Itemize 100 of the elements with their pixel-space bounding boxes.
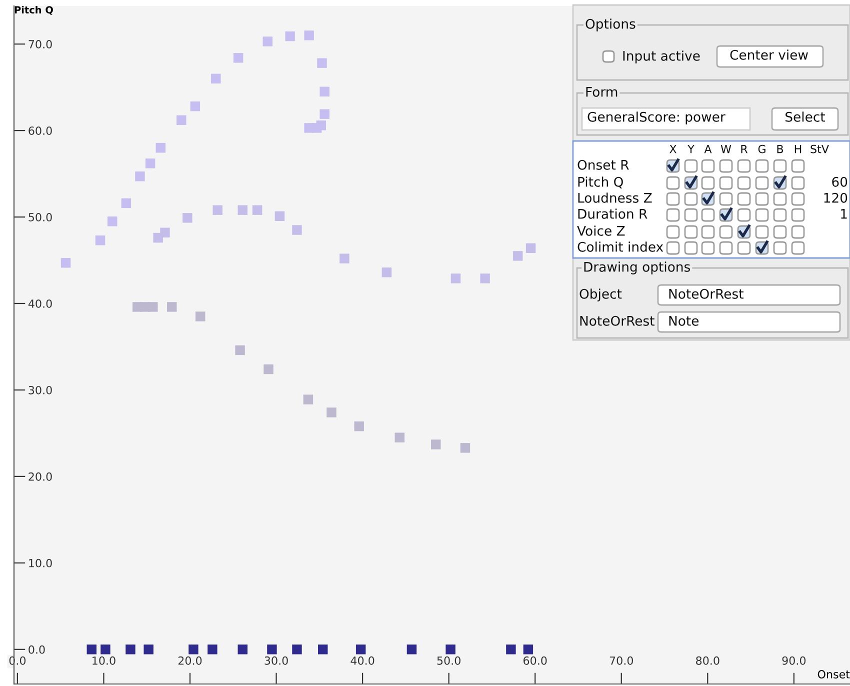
point — [356, 644, 366, 654]
annotation: NoteOrRest — [669, 288, 744, 299]
annotation: Y — [688, 144, 694, 154]
annotation: H — [794, 144, 802, 154]
point — [60, 258, 71, 268]
annotation: A — [704, 144, 712, 154]
point — [292, 225, 302, 235]
point — [121, 198, 132, 208]
point — [354, 421, 364, 432]
annotation: Duration R — [578, 208, 648, 219]
point — [95, 236, 106, 246]
point — [160, 228, 170, 238]
y-tick-label: 50.0 — [28, 212, 52, 222]
x-tick-label: 30.0 — [264, 656, 288, 665]
point — [167, 302, 177, 312]
x-tick-label: 10.0 — [92, 656, 116, 665]
point — [212, 205, 222, 215]
point — [406, 644, 417, 654]
point — [176, 115, 186, 126]
point — [86, 644, 97, 654]
point — [252, 205, 262, 215]
y-tick-label: 30.0 — [28, 386, 52, 394]
point — [506, 644, 516, 654]
x-tick-label: 20.0 — [178, 656, 202, 665]
x-tick-label: 90.0 — [782, 656, 806, 665]
point — [318, 644, 328, 654]
point — [303, 394, 314, 404]
point — [450, 274, 461, 284]
y-tick-label: 40.0 — [28, 299, 52, 308]
point — [267, 644, 277, 654]
point — [107, 216, 118, 226]
point — [480, 274, 490, 284]
point — [312, 123, 322, 133]
annotation: Form — [586, 87, 618, 97]
annotation: Center view — [730, 50, 808, 60]
y-tick-label: 10.0 — [29, 558, 52, 568]
point — [320, 86, 330, 96]
annotation: 120 — [824, 192, 848, 203]
point — [233, 53, 244, 63]
x-tick-label: 50.0 — [437, 656, 460, 665]
point — [195, 312, 206, 322]
annotation: B — [777, 144, 784, 154]
point — [317, 58, 327, 68]
annotation: 1 — [841, 209, 847, 219]
annotation: Select — [786, 112, 826, 122]
annotation: X — [670, 144, 676, 154]
point — [320, 109, 330, 119]
point — [238, 205, 248, 215]
y-tick-label: 20.0 — [28, 472, 52, 481]
point — [148, 302, 158, 312]
point — [382, 267, 392, 278]
x-tick-label: 80.0 — [696, 656, 720, 665]
point — [182, 213, 192, 223]
annotation: Drawing options — [584, 262, 690, 274]
point — [188, 644, 198, 654]
point — [262, 36, 273, 46]
x-tick-label: 60.0 — [524, 656, 547, 665]
y-tick-label: 70.0 — [28, 40, 52, 48]
point — [238, 644, 248, 654]
point — [211, 74, 221, 84]
annotation: Object — [580, 288, 622, 302]
y-tick-label: 60.0 — [28, 126, 52, 135]
point — [156, 142, 166, 153]
point — [135, 172, 145, 182]
point — [126, 644, 136, 654]
x-tick-label: 40.0 — [350, 656, 374, 665]
annotation: NoteOrRest — [580, 316, 654, 326]
x-axis-title: Onset — [818, 670, 850, 678]
point — [394, 432, 405, 442]
point — [190, 101, 200, 112]
x-tick-label: 70.0 — [610, 656, 634, 665]
annotation: Loudness Z — [578, 192, 652, 203]
point — [526, 243, 536, 254]
annotation: StV — [810, 144, 829, 154]
annotation: Input active — [623, 50, 700, 64]
point — [340, 254, 350, 264]
point — [144, 644, 154, 654]
point — [235, 345, 245, 356]
annotation: Note — [669, 316, 699, 326]
point — [285, 31, 295, 42]
point — [145, 158, 156, 168]
y-axis-title: Pitch Q — [14, 6, 53, 15]
annotation: Onset R — [578, 160, 629, 170]
point — [446, 644, 456, 654]
point — [274, 211, 285, 222]
annotation: G — [758, 144, 766, 154]
point — [208, 644, 218, 654]
annotation: Voice Z — [577, 226, 625, 236]
annotation: Colimit index — [578, 242, 664, 252]
annotation: GeneralScore: power — [588, 112, 726, 124]
annotation: Pitch Q — [578, 176, 623, 188]
y-tick-label: 0.0 — [28, 645, 45, 654]
point — [523, 644, 534, 654]
point — [264, 364, 274, 374]
point — [512, 251, 523, 261]
annotation: W — [720, 144, 732, 154]
point — [326, 408, 336, 418]
annotation: Options — [586, 18, 636, 32]
point — [100, 644, 110, 654]
annotation: R — [741, 144, 748, 154]
